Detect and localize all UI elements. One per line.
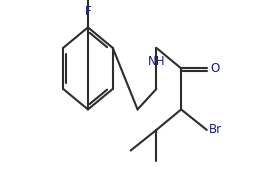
Text: NH: NH bbox=[148, 55, 165, 68]
Text: O: O bbox=[210, 62, 220, 75]
Text: Br: Br bbox=[209, 123, 222, 136]
Text: F: F bbox=[85, 5, 91, 18]
